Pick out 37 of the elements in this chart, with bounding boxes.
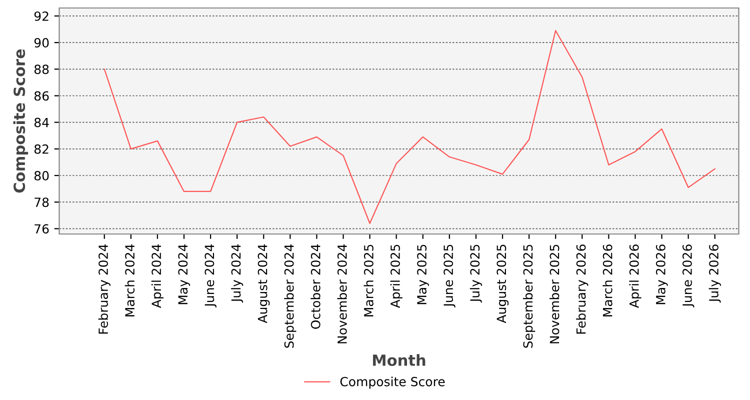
y-tick-label: 88: [34, 64, 49, 74]
x-tick-label: June 2026: [682, 244, 694, 308]
x-tick-label: August 2024: [258, 244, 270, 324]
x-tick-label: March 2025: [364, 244, 374, 316]
x-axis-title: Month: [373, 354, 426, 366]
y-tick-label: 90: [34, 38, 49, 48]
x-tick-label: March 2024: [124, 244, 135, 316]
x-tick-label: May 2024: [178, 244, 190, 304]
y-tick-label: 78: [34, 198, 49, 208]
x-tick-label: September 2025: [523, 244, 536, 348]
x-tick-label: February 2024: [98, 244, 110, 334]
x-tick-label: July 2024: [231, 244, 244, 303]
y-tick-label: 82: [34, 144, 48, 154]
x-tick-label: May 2025: [417, 244, 429, 304]
y-tick-label: 84: [34, 118, 49, 128]
x-tick-label: August 2025: [496, 244, 509, 324]
x-tick-label: March 2026: [602, 244, 612, 316]
y-axis-title: Composite Score: [13, 49, 28, 193]
x-tick-label: July 2025: [470, 244, 482, 303]
y-tick-label: 76: [34, 224, 49, 234]
y-tick-label: 92: [34, 11, 48, 21]
y-tick-label: 80: [34, 170, 49, 180]
x-tick-label: October 2024: [310, 244, 320, 329]
x-tick-label: July 2026: [708, 244, 721, 303]
x-tick-label: April 2024: [151, 244, 164, 308]
x-tick-label: June 2024: [204, 244, 216, 308]
x-tick-label: May 2026: [656, 244, 668, 304]
legend-label: Composite Score: [340, 376, 445, 389]
x-tick-label: February 2026: [576, 244, 588, 334]
x-tick-label: November 2025: [550, 244, 560, 344]
x-tick-label: April 2025: [390, 244, 402, 308]
line-series: [104, 30, 716, 224]
x-tick-label: April 2026: [629, 244, 642, 308]
x-tick-label: September 2024: [284, 244, 296, 348]
x-tick-label: November 2024: [337, 244, 347, 344]
x-tick-label: June 2025: [444, 244, 456, 308]
y-tick-label: 86: [34, 91, 49, 101]
